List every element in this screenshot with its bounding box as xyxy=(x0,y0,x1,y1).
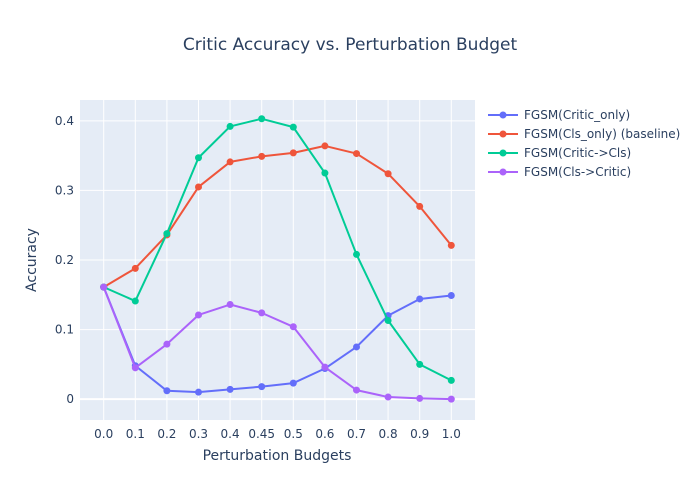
x-tick-label: 0.8 xyxy=(379,427,398,441)
data-point[interactable] xyxy=(416,202,424,210)
data-point[interactable] xyxy=(163,230,171,238)
x-tick-label: 0.0 xyxy=(94,427,113,441)
legend-item[interactable]: FGSM(Critic_only) xyxy=(488,108,630,122)
data-point[interactable] xyxy=(384,317,392,325)
legend-label: FGSM(Cls->Critic) xyxy=(524,165,631,179)
x-tick-label: 0.4 xyxy=(221,427,240,441)
data-point[interactable] xyxy=(258,309,266,317)
data-point[interactable] xyxy=(226,122,234,130)
data-point[interactable] xyxy=(321,142,329,150)
x-tick-label: 0.1 xyxy=(126,427,145,441)
data-point[interactable] xyxy=(321,363,329,371)
data-point[interactable] xyxy=(321,169,329,177)
data-point[interactable] xyxy=(163,340,171,348)
data-point[interactable] xyxy=(195,183,202,191)
legend-label: FGSM(Critic->Cls) xyxy=(524,146,631,160)
data-point[interactable] xyxy=(447,395,455,403)
series-line[interactable] xyxy=(102,286,452,394)
data-point[interactable] xyxy=(353,343,360,351)
data-point[interactable] xyxy=(447,376,455,384)
data-point[interactable] xyxy=(226,385,234,393)
data-point[interactable] xyxy=(447,241,455,249)
series-line[interactable] xyxy=(103,117,452,382)
data-point[interactable] xyxy=(226,301,234,309)
data-point[interactable] xyxy=(384,393,392,401)
x-tick-label: 0.3 xyxy=(189,427,208,441)
data-point[interactable] xyxy=(289,149,297,157)
series-3[interactable] xyxy=(100,283,455,403)
data-point[interactable] xyxy=(258,152,266,160)
data-point[interactable] xyxy=(384,170,392,178)
data-point[interactable] xyxy=(131,264,139,272)
data-point[interactable] xyxy=(289,379,297,387)
series-1[interactable] xyxy=(100,142,455,291)
data-point[interactable] xyxy=(100,283,108,291)
data-point[interactable] xyxy=(195,154,202,162)
legend-marker xyxy=(499,130,507,138)
legend-marker xyxy=(499,149,507,157)
data-point[interactable] xyxy=(131,297,139,305)
legend-item[interactable]: FGSM(Critic->Cls) xyxy=(488,146,631,160)
data-point[interactable] xyxy=(289,323,297,331)
y-tick-label: 0 xyxy=(66,392,74,406)
data-point[interactable] xyxy=(258,115,266,123)
x-tick-label: 0.6 xyxy=(315,427,334,441)
legend-label: FGSM(Critic_only) xyxy=(524,108,630,122)
data-point[interactable] xyxy=(163,387,171,395)
data-point[interactable] xyxy=(258,383,266,391)
legend-item[interactable]: FGSM(Cls->Critic) xyxy=(488,165,631,179)
y-tick-label: 0.1 xyxy=(55,323,74,337)
series-line[interactable] xyxy=(102,286,452,401)
legend-label: FGSM(Cls_only) (baseline) xyxy=(524,127,680,141)
x-tick-label: 0.2 xyxy=(157,427,176,441)
data-point[interactable] xyxy=(195,388,202,396)
x-tick-label: 0.5 xyxy=(284,427,303,441)
data-point[interactable] xyxy=(416,295,424,303)
data-point[interactable] xyxy=(447,291,455,299)
legend-marker xyxy=(499,111,507,119)
data-point[interactable] xyxy=(353,386,360,394)
y-tick-label: 0.2 xyxy=(55,253,74,267)
x-axis-label: Perturbation Budgets xyxy=(203,448,352,464)
data-point[interactable] xyxy=(353,250,360,258)
chart-title: Critic Accuracy vs. Perturbation Budget xyxy=(183,35,518,55)
legend-marker xyxy=(499,168,507,176)
data-point[interactable] xyxy=(226,158,234,166)
legend[interactable]: FGSM(Critic_only) FGSM(Cls_only) (baselin… xyxy=(488,108,680,179)
data-point[interactable] xyxy=(195,311,202,319)
data-point[interactable] xyxy=(353,150,360,158)
y-axis-label: Accuracy xyxy=(24,228,40,292)
data-point[interactable] xyxy=(416,394,424,402)
y-tick-label: 0.3 xyxy=(55,183,74,197)
data-point[interactable] xyxy=(131,364,139,372)
legend-item[interactable]: FGSM(Cls_only) (baseline) xyxy=(488,127,680,141)
data-point[interactable] xyxy=(289,123,297,131)
series-line[interactable] xyxy=(103,144,453,288)
x-tick-label: 0.7 xyxy=(347,427,366,441)
data-point[interactable] xyxy=(416,360,424,368)
x-tick-label: 1.0 xyxy=(442,427,461,441)
x-tick-label: 0.45 xyxy=(248,427,275,441)
x-tick-label: 0.9 xyxy=(410,427,429,441)
y-tick-label: 0.4 xyxy=(55,114,74,128)
